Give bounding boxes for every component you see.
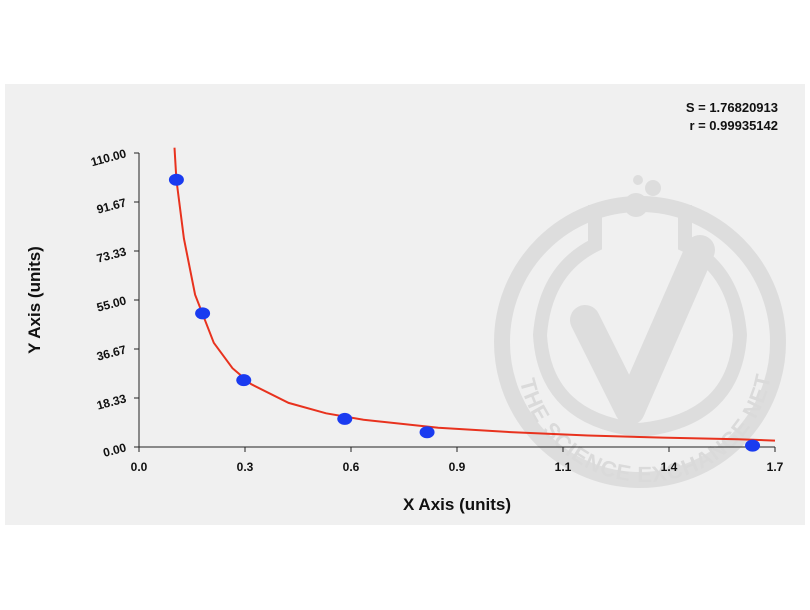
watermark-checkmark [570,235,715,425]
data-points [168,173,761,452]
watermark-bubble-medium [645,180,661,196]
data-point [337,412,353,425]
x-tick-label: 0.6 [343,460,360,474]
x-tick-label: 1.1 [555,460,572,474]
stat-s-value: S = 1.76820913 [685,100,778,115]
x-tick-label: 1.4 [661,460,678,474]
y-axis-title: Y Axis (units) [25,246,44,354]
x-tick-label: 0.0 [131,460,148,474]
y-tick-label: 18.33 [95,391,128,412]
watermark: THE SCIENCE EXCHANGE NETWORK [0,0,786,488]
data-point [419,426,435,439]
x-tick-label: 0.3 [237,460,254,474]
y-tick-label: 110.00 [89,146,128,169]
data-point [168,173,184,186]
tick-marks [134,152,776,452]
y-tick-label: 73.33 [95,244,128,265]
fit-curve [173,147,776,442]
y-tick-label: 36.67 [95,342,128,363]
data-point [745,439,761,452]
x-axis-title: X Axis (units) [403,495,511,514]
x-tick-label: 1.7 [767,460,784,474]
data-point [195,307,211,320]
x-tick-label: 0.9 [449,460,466,474]
y-tick-label: 0.00 [102,440,128,460]
stat-r-value: r = 0.99935142 [689,118,778,133]
data-point [236,374,252,387]
watermark-flask [532,205,748,438]
y-tick-label: 91.67 [95,195,128,216]
watermark-text: THE SCIENCE EXCHANGE NETWORK [0,0,775,487]
watermark-bubble-large [624,193,648,217]
watermark-bubble-small [633,175,643,185]
y-tick-label: 55.00 [95,293,128,314]
